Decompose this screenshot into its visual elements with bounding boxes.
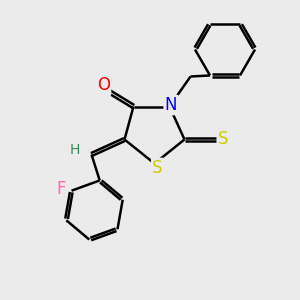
Text: N: N <box>165 96 177 114</box>
Text: S: S <box>218 130 229 148</box>
Text: O: O <box>97 76 110 94</box>
Text: H: H <box>70 143 80 157</box>
Text: S: S <box>152 159 163 177</box>
Text: F: F <box>56 180 66 198</box>
